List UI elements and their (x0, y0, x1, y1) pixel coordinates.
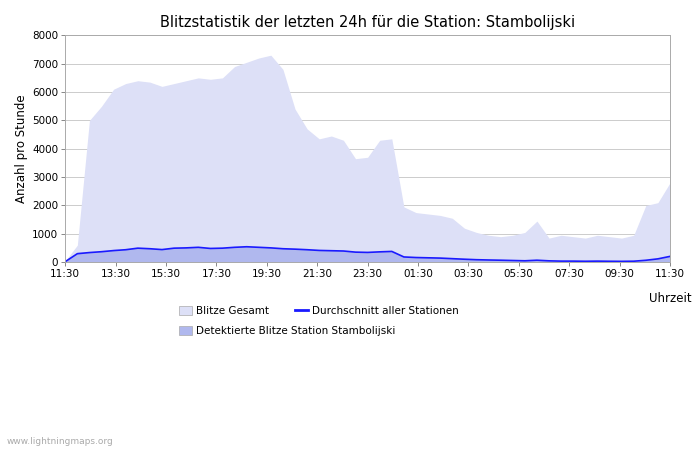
Legend: Detektierte Blitze Station Stambolijski: Detektierte Blitze Station Stambolijski (179, 326, 396, 337)
X-axis label: Uhrzeit: Uhrzeit (649, 292, 692, 305)
Y-axis label: Anzahl pro Stunde: Anzahl pro Stunde (15, 94, 28, 203)
Text: www.lightningmaps.org: www.lightningmaps.org (7, 436, 113, 446)
Title: Blitzstatistik der letzten 24h für die Station: Stambolijski: Blitzstatistik der letzten 24h für die S… (160, 15, 575, 30)
